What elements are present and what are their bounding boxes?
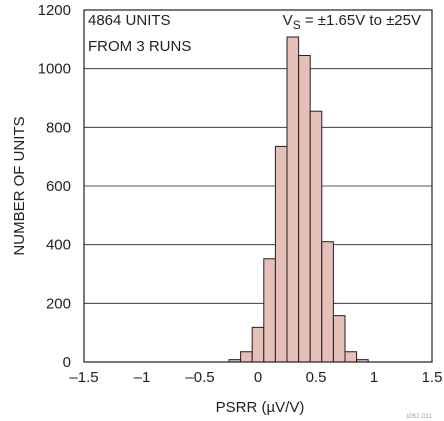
histogram-bar (298, 54, 311, 363)
y-tick-label: 0 (63, 354, 71, 371)
y-tick-label: 600 (46, 178, 71, 195)
histogram-bar (344, 351, 358, 363)
y-tick-labels: 0 200 400 600 800 1000 1200 (38, 2, 71, 371)
figure-code: 1052 G11 (406, 414, 433, 420)
histogram-bar (286, 36, 300, 363)
y-axis-title: NUMBER OF UNITS (11, 116, 28, 255)
histogram-bar (263, 258, 276, 363)
plot-frame (83, 9, 433, 363)
histogram-bar (321, 241, 334, 363)
x-tick-label: –1 (134, 369, 151, 386)
annotation-runs: FROM 3 RUNS (88, 38, 191, 55)
histogram-bar (251, 326, 265, 363)
histogram-bar (240, 351, 253, 363)
x-tick-labels: –1.5 –1 –0.5 0 0.5 1 1.5 (69, 369, 442, 386)
histogram-bar (274, 145, 288, 363)
annotation-units: 4864 UNITS (88, 12, 171, 29)
x-tick-label: –1.5 (69, 369, 98, 386)
histogram-bar (309, 110, 323, 363)
annotation-supply: VS = ±1.65V to ±25V (283, 12, 421, 32)
x-tick-label: 1 (370, 369, 378, 386)
grid-lines (84, 68, 432, 304)
y-tick-label: 400 (46, 237, 71, 254)
histogram-bar (332, 315, 346, 363)
y-tick-label: 1000 (38, 61, 71, 78)
y-tick-label: 1200 (38, 2, 71, 19)
y-tick-label: 800 (46, 119, 71, 136)
x-tick-label: 0.5 (306, 369, 327, 386)
histogram-bars (228, 36, 369, 363)
x-tick-label: 1.5 (422, 369, 443, 386)
x-tick-label: 0 (254, 369, 262, 386)
x-tick-label: –0.5 (185, 369, 214, 386)
x-axis-title: PSRR (µV/V) (216, 399, 305, 416)
y-tick-label: 200 (46, 295, 71, 312)
